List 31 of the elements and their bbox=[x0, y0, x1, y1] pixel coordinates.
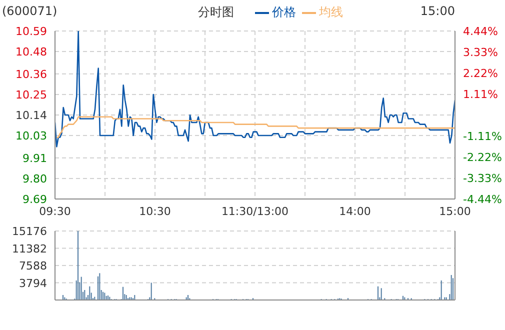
y-tick-label: 10.36 bbox=[16, 68, 47, 81]
y2-tick-label: 3.33% bbox=[463, 46, 498, 59]
y-tick-label: 3794 bbox=[19, 276, 47, 290]
y-tick-label: 7588 bbox=[19, 260, 47, 272]
y2-tick-label: -4.44% bbox=[463, 193, 502, 206]
y-tick-label: 9.91 bbox=[22, 152, 47, 165]
y2-tick-label: -1.11% bbox=[463, 130, 502, 143]
y-tick-label: 9.80 bbox=[22, 172, 47, 186]
y2-tick-label: -3.33% bbox=[463, 172, 502, 185]
x-tick-label: 15:00 bbox=[439, 204, 471, 218]
legend-label: 均线 bbox=[319, 4, 343, 21]
chart-title: (600071) bbox=[2, 4, 58, 18]
y-tick-label: 9.69 bbox=[22, 193, 47, 206]
text: 15:00 bbox=[420, 4, 455, 18]
y-tick-label: 10.25 bbox=[16, 88, 47, 102]
y-tick-label: 11382 bbox=[12, 242, 47, 256]
y-tick-label: 10.14 bbox=[16, 109, 47, 122]
x-tick-label: 10:30 bbox=[139, 204, 171, 218]
y-tick-label: 15176 bbox=[12, 225, 47, 238]
legend-label: 价格 bbox=[272, 4, 296, 21]
chart-subtitle: 分时图 bbox=[198, 4, 234, 21]
y-tick-label: 10.59 bbox=[16, 25, 47, 38]
y-tick-label: 10.03 bbox=[16, 130, 47, 143]
y2-tick-label: -2.22% bbox=[463, 151, 502, 164]
y2-tick-label: 2.22% bbox=[463, 67, 498, 80]
x-tick-label: 14:00 bbox=[339, 204, 371, 218]
y-tick-label: 10.48 bbox=[16, 46, 47, 59]
x-tick-label: 09:30 bbox=[39, 204, 71, 218]
x-tick-label: 11:30/13:00 bbox=[221, 204, 289, 218]
y2-tick-label: 4.44% bbox=[463, 25, 498, 38]
y2-tick-label: 1.11% bbox=[463, 88, 498, 101]
